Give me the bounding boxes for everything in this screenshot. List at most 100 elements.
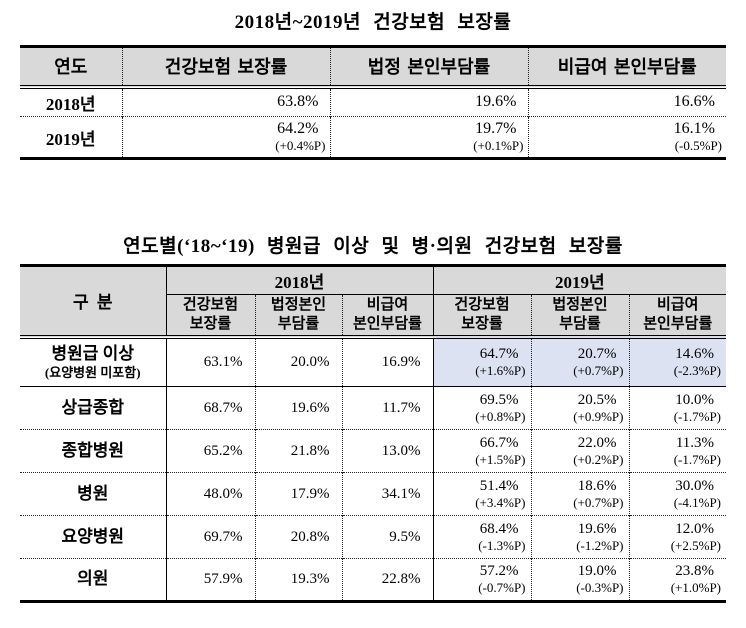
value-cell-highlighted: 64.7% (+1.6%P) xyxy=(432,336,531,387)
change-value: (-2.3%P) xyxy=(673,362,722,378)
value-cell: 30.0% (-4.1%P) xyxy=(628,472,727,516)
value-cell: 66.7% (+1.5%P) xyxy=(432,429,531,473)
value-cell: 20.0% xyxy=(254,336,342,387)
value-cell: 68.7% xyxy=(166,386,255,430)
row-label: 병원급 이상 (요양병원 미포함) xyxy=(20,336,167,387)
value-cell: 19.6% xyxy=(329,86,528,117)
row-label: 의원 xyxy=(20,558,167,602)
row-label: 요양병원 xyxy=(20,515,167,559)
value-cell: 11.3% (-1.7%P) xyxy=(628,429,727,473)
change-value: (+0.4%P) xyxy=(275,138,326,153)
subcol-statutory-2018: 법정본인 부담률 xyxy=(254,294,342,339)
change-value: (+0.7%P) xyxy=(573,494,624,510)
value-cell: 48.0% xyxy=(166,472,255,516)
value-cell: 34.1% xyxy=(341,472,433,516)
value-cell-highlighted: 20.7% (+0.7%P) xyxy=(530,336,629,387)
change-value: (+0.2%P) xyxy=(573,451,624,467)
change-value: (+1.6%P) xyxy=(475,362,526,378)
facility-coverage-table: 구 분 2018년 2019년 건강보험 보장률 법정본인 부담률 비급여 본인… xyxy=(20,264,727,603)
table1-title: 2018년~2019년 건강보험 보장률 xyxy=(234,12,512,33)
change-value: (+0.8%P) xyxy=(475,408,526,424)
change-value: (+2.5%P) xyxy=(670,537,722,553)
value-cell: 19.0% (-0.3%P) xyxy=(530,558,629,602)
year-header-2018: 2018년 xyxy=(166,265,433,295)
value-cell: 64.2% (+0.4%P) xyxy=(121,116,330,159)
year-header-2019: 2019년 xyxy=(432,265,727,295)
value-cell: 69.7% xyxy=(166,515,255,559)
change-value: (-1.2%P) xyxy=(576,537,624,553)
value-cell: 16.6% xyxy=(527,86,726,117)
value-cell: 17.9% xyxy=(254,472,342,516)
value-cell: 19.6% xyxy=(254,386,342,430)
subcol-coverage-2019: 건강보험 보장률 xyxy=(432,294,531,339)
subcol-noncovered-2018: 비급여 본인부담률 xyxy=(341,294,433,339)
value-cell: 23.8% (+1.0%P) xyxy=(628,558,727,602)
value-cell: 68.4% (-1.3%P) xyxy=(432,515,531,559)
column-header-year: 연도 xyxy=(20,46,122,89)
change-value: (-4.1%P) xyxy=(673,494,722,510)
table-row-longterm-care-hospital: 요양병원 69.7% 20.8% 9.5% 68.4% (-1.3%P) 19.… xyxy=(20,515,727,559)
value-cell: 13.0% xyxy=(341,429,433,473)
row-label: 병원 xyxy=(20,472,167,516)
change-value: (-0.7%P) xyxy=(478,580,526,595)
change-value: (+1.5%P) xyxy=(475,451,526,467)
value-cell: 10.0% (-1.7%P) xyxy=(628,386,727,430)
row-label-note: (요양병원 미포함) xyxy=(44,364,141,380)
value-cell: 51.4% (+3.4%P) xyxy=(432,472,531,516)
value-cell: 18.6% (+0.7%P) xyxy=(530,472,629,516)
change-value: (+0.1%P) xyxy=(473,138,524,153)
value-cell: 19.6% (-1.2%P) xyxy=(530,515,629,559)
row-label: 종합병원 xyxy=(20,429,167,473)
sub-header-row: 건강보험 보장률 법정본인 부담률 비급여 본인부담률 건강보험 보장률 법정본… xyxy=(20,294,727,339)
value-cell: 22.8% xyxy=(341,558,433,602)
subcol-statutory-2019: 법정본인 부담률 xyxy=(530,294,629,339)
change-value: (-0.3%P) xyxy=(576,580,624,595)
row-header-label: 구 분 xyxy=(20,265,167,339)
row-label: 상급종합 xyxy=(20,386,167,430)
value-cell: 11.7% xyxy=(341,386,433,430)
value-cell: 21.8% xyxy=(254,429,342,473)
value-cell: 20.5% (+0.9%P) xyxy=(530,386,629,430)
value-cell: 57.9% xyxy=(166,558,255,602)
subcol-noncovered-2019: 비급여 본인부담률 xyxy=(628,294,727,339)
change-value: (-1.7%P) xyxy=(673,408,722,424)
subcol-coverage-2018: 건강보험 보장률 xyxy=(166,294,255,339)
value-cell: 69.5% (+0.8%P) xyxy=(432,386,531,430)
value-cell: 63.8% xyxy=(121,86,330,117)
change-value: (-1.7%P) xyxy=(673,451,722,467)
change-value: (+0.7%P) xyxy=(573,362,624,378)
change-value: (-1.3%P) xyxy=(478,537,526,553)
value-cell: 12.0% (+2.5%P) xyxy=(628,515,727,559)
row-label: 2019년 xyxy=(20,116,122,159)
value-cell: 63.1% xyxy=(166,336,255,387)
value-cell: 9.5% xyxy=(341,515,433,559)
table-row-clinic: 의원 57.9% 19.3% 22.8% 57.2% (-0.7%P) 19.0… xyxy=(20,558,727,602)
column-header-coverage-rate: 건강보험 보장률 xyxy=(121,46,330,89)
value-cell: 22.0% (+0.2%P) xyxy=(530,429,629,473)
change-value: (+3.4%P) xyxy=(475,494,526,510)
change-value: (+0.9%P) xyxy=(573,408,624,424)
coverage-summary-table: 연도 건강보험 보장률 법정 본인부담률 비급여 본인부담률 2018년 63.… xyxy=(20,45,726,160)
table-row-2019: 2019년 64.2% (+0.4%P) 19.7% (+0.1%P) 16.1… xyxy=(20,116,726,159)
value-cell: 57.2% (-0.7%P) xyxy=(432,558,531,602)
table-row-hospital-level: 병원급 이상 (요양병원 미포함) 63.1% 20.0% 16.9% 64.7… xyxy=(20,336,727,387)
value-cell: 16.9% xyxy=(341,336,433,387)
table-row-2018: 2018년 63.8% 19.6% 16.6% xyxy=(20,86,726,117)
value-cell: 65.2% xyxy=(166,429,255,473)
value-cell: 19.3% xyxy=(254,558,342,602)
table2-title: 연도별(‘18~‘19) 병원급 이상 및 병·의원 건강보험 보장률 xyxy=(123,236,623,257)
year-header-row: 구 분 2018년 2019년 xyxy=(20,265,727,339)
table1-header-row: 연도 건강보험 보장률 법정 본인부담률 비급여 본인부담률 xyxy=(20,46,726,89)
column-header-statutory-copay: 법정 본인부담률 xyxy=(329,46,528,89)
change-value: (-0.5%P) xyxy=(674,138,722,153)
value-cell: 20.8% xyxy=(254,515,342,559)
row-label: 2018년 xyxy=(20,86,122,117)
value-cell: 16.1% (-0.5%P) xyxy=(527,116,726,159)
value-cell: 19.7% (+0.1%P) xyxy=(329,116,528,159)
table-row-general-hospital: 종합병원 65.2% 21.8% 13.0% 66.7% (+1.5%P) 22… xyxy=(20,429,727,473)
column-header-noncovered-copay: 비급여 본인부담률 xyxy=(527,46,726,89)
table-row-hospital: 병원 48.0% 17.9% 34.1% 51.4% (+3.4%P) 18.6… xyxy=(20,472,727,516)
value-cell-highlighted: 14.6% (-2.3%P) xyxy=(628,336,727,387)
change-value: (+1.0%P) xyxy=(670,580,722,595)
